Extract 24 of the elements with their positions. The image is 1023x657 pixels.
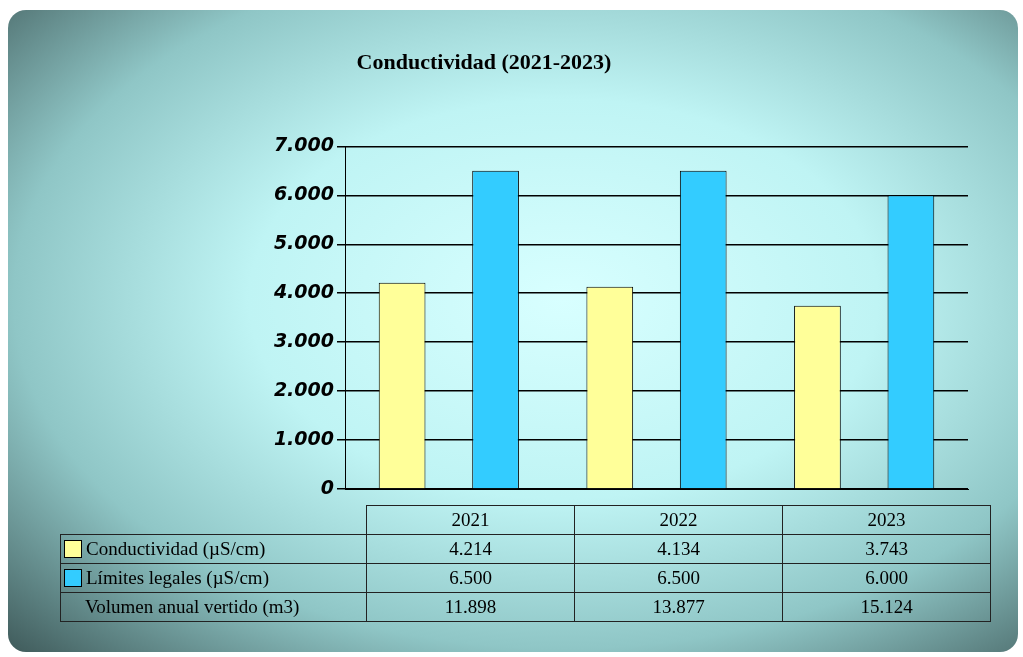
- data-label: 4.134: [574, 534, 783, 564]
- x-tick-label: 2021: [366, 505, 575, 535]
- y-tick-label: 7.000: [273, 133, 334, 156]
- text: Volumen anual vertido (m3): [60, 592, 367, 622]
- y-tick-label: 0: [320, 475, 334, 498]
- data-label: 4.214: [366, 534, 575, 564]
- y-tick-label: 5.000: [273, 231, 334, 254]
- legend-label: Conductividad (µS/cm): [60, 534, 367, 564]
- text: 15.124: [782, 592, 991, 622]
- x-tick-label: 2023: [782, 505, 991, 535]
- y-tick-label: 3.000: [273, 329, 334, 352]
- chart-title: Conductividad (2021-2023): [356, 48, 612, 74]
- y-tick-label: 1.000: [273, 426, 334, 449]
- data-label: 6.500: [366, 563, 575, 593]
- data-label: 6.000: [782, 563, 991, 593]
- legend-label: Límites legales (µS/cm): [60, 563, 367, 593]
- text: 11.898: [366, 592, 575, 622]
- data-label: 6.500: [574, 563, 783, 593]
- data-label: 3.743: [782, 534, 991, 564]
- y-tick-label: 4.000: [272, 280, 334, 303]
- text: 13.877: [574, 592, 783, 622]
- x-tick-label: 2022: [574, 505, 783, 535]
- y-tick-label: 6.000: [273, 182, 334, 205]
- y-tick-label: 2.000: [273, 378, 334, 401]
